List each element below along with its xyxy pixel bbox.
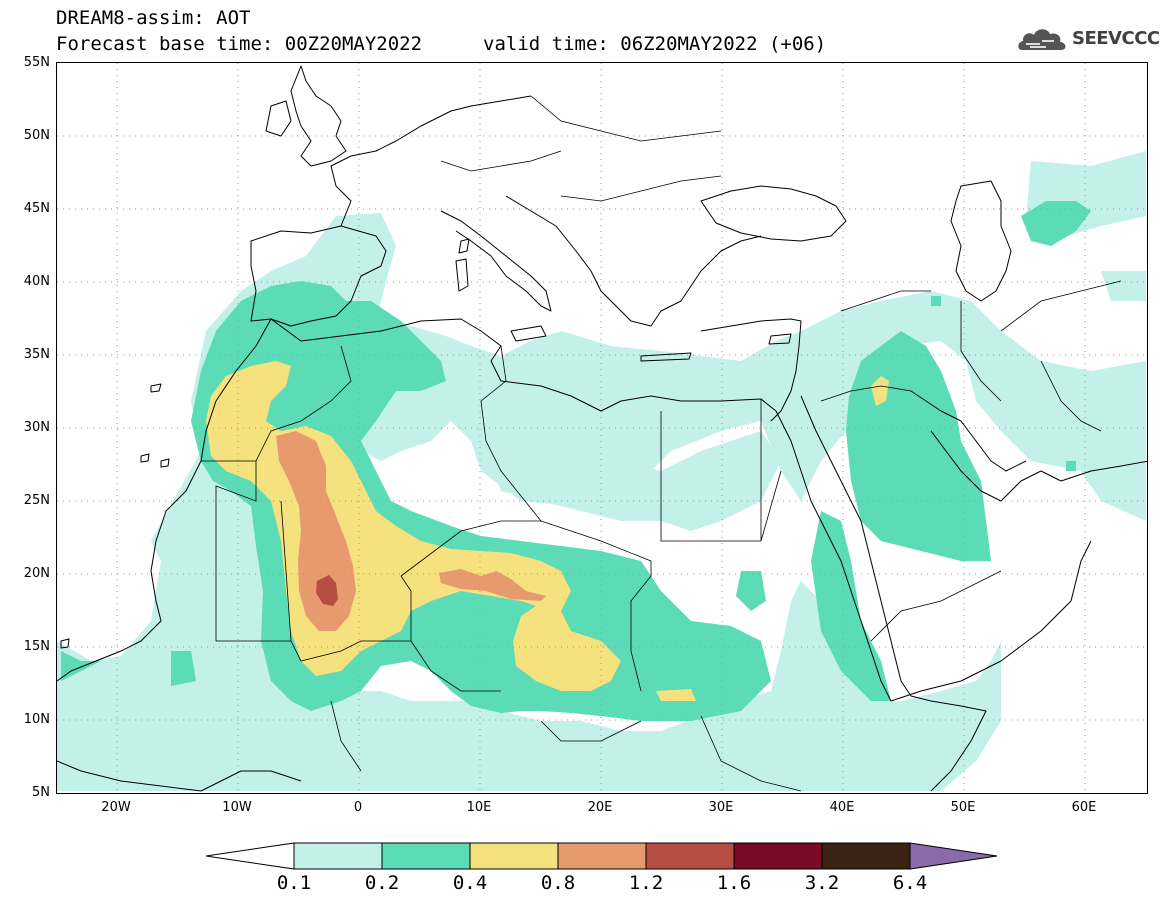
lat-label-25n: 25N xyxy=(23,493,50,508)
lon-label-20e: 20E xyxy=(587,800,613,815)
aot-map xyxy=(57,63,1147,793)
colorbar-upper-arrow xyxy=(909,842,998,870)
lat-label-50n: 50N xyxy=(23,128,50,143)
lat-label-30n: 30N xyxy=(23,420,50,435)
lat-label-15n: 15N xyxy=(23,639,50,654)
coastlines xyxy=(57,65,1147,792)
lat-label-5n: 5N xyxy=(32,785,50,800)
lat-label-35n: 35N xyxy=(23,347,50,362)
forecast-base-time: Forecast base time: 00Z20MAY2022 xyxy=(56,33,423,55)
colorbar-segment-3 xyxy=(469,842,559,870)
map-title: DREAM8-assim: AOT xyxy=(56,7,251,29)
cloud-icon xyxy=(1018,29,1066,50)
valid-time: valid time: 06Z20MAY2022 (+06) xyxy=(483,33,827,55)
colorbar-tick-1: 0.1 xyxy=(276,872,312,894)
lon-label-10w: 10W xyxy=(222,800,252,815)
lat-label-10n: 10N xyxy=(23,712,50,727)
lat-label-45n: 45N xyxy=(23,201,50,216)
colorbar-segment-7 xyxy=(821,842,911,870)
lat-label-20n: 20N xyxy=(23,566,50,581)
colorbar-tick-3: 0.4 xyxy=(452,872,488,894)
lon-label-20w: 20W xyxy=(101,800,131,815)
map-panel xyxy=(56,62,1148,794)
lon-label-30e: 30E xyxy=(708,800,734,815)
colorbar-segment-2 xyxy=(381,842,471,870)
country-borders xyxy=(201,95,1122,792)
lon-label-10e: 10E xyxy=(466,800,492,815)
lon-label-40e: 40E xyxy=(829,800,855,815)
lon-label-0: 0 xyxy=(353,800,363,815)
colorbar-tick-8: 6.4 xyxy=(892,872,928,894)
lon-label-50e: 50E xyxy=(950,800,976,815)
lat-label-40n: 40N xyxy=(23,274,50,289)
colorbar-segment-4 xyxy=(557,842,647,870)
aot-level-0.8-area xyxy=(276,431,546,631)
colorbar-lower-arrow xyxy=(206,842,295,870)
colorbar-tick-5: 1.2 xyxy=(628,872,664,894)
colorbar-segment-1 xyxy=(293,842,383,870)
graticule xyxy=(57,63,1147,793)
lon-label-60e: 60E xyxy=(1071,800,1097,815)
colorbar-segment-5 xyxy=(645,842,735,870)
seevccc-logo: SEEVCCC xyxy=(1016,22,1160,58)
aot-level-1.2-area xyxy=(316,575,338,606)
colorbar xyxy=(206,842,998,870)
colorbar-tick-2: 0.2 xyxy=(364,872,400,894)
colorbar-tick-7: 3.2 xyxy=(804,872,840,894)
logo-text: SEEVCCC xyxy=(1072,28,1160,49)
colorbar-tick-6: 1.6 xyxy=(716,872,752,894)
colorbar-segment-6 xyxy=(733,842,823,870)
lat-label-55n: 55N xyxy=(23,55,50,70)
colorbar-tick-4: 0.8 xyxy=(540,872,576,894)
